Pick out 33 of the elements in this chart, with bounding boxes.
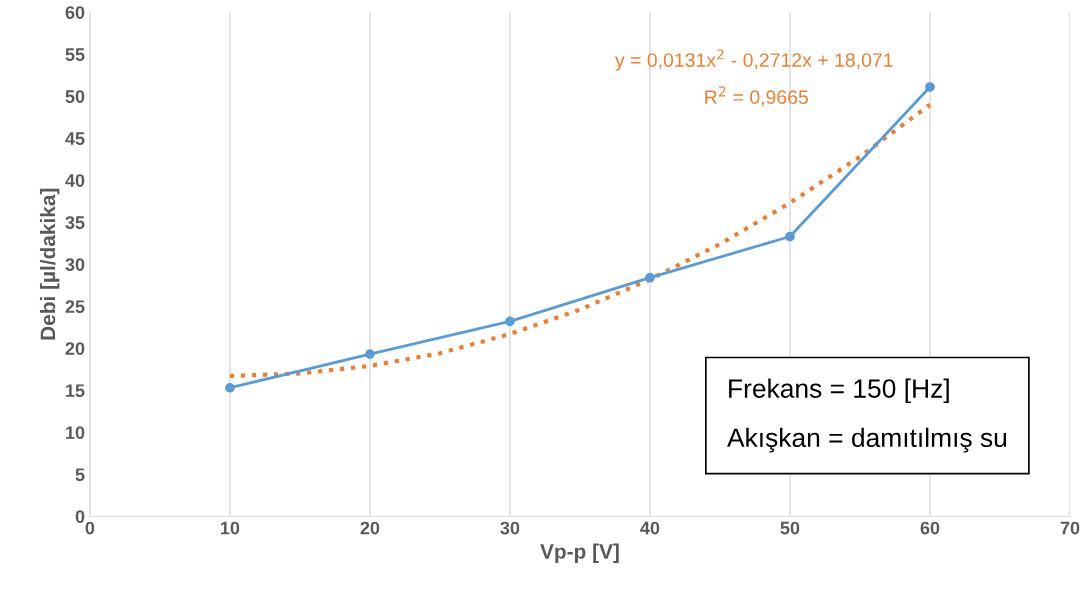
y-tick-label: 60 bbox=[65, 6, 85, 19]
annotation: y = 0,0131x$^{2}$ - 0,2712x + 18,071 bbox=[614, 49, 893, 71]
x-tick-label: 40 bbox=[640, 521, 660, 535]
annotation: Akışkan = damıtılmış su bbox=[727, 427, 1007, 453]
x-tick-label: 30 bbox=[500, 521, 520, 535]
y-tick-label: 20 bbox=[65, 342, 85, 355]
y-tick-label: 15 bbox=[66, 384, 85, 397]
y-tick-label: 5 bbox=[75, 468, 85, 482]
x-tick-label: 0 bbox=[85, 521, 95, 535]
point bbox=[505, 316, 515, 327]
x-tick-label: 20 bbox=[360, 521, 380, 535]
point bbox=[785, 231, 795, 242]
x-axis-title: Vp-p [V] bbox=[540, 543, 619, 563]
point bbox=[365, 349, 375, 360]
x-tick-label: 10 bbox=[221, 521, 240, 535]
y-tick-label: 50 bbox=[65, 90, 85, 103]
y-tick-label: 45 bbox=[65, 132, 85, 145]
x-tick-label: 70 bbox=[1060, 521, 1080, 535]
y-tick-label: 35 bbox=[65, 216, 85, 229]
y-tick-label: 55 bbox=[65, 48, 85, 61]
annotation: Frekans = 150 [Hz] bbox=[729, 378, 949, 404]
y-tick-label: 40 bbox=[65, 174, 85, 187]
point bbox=[225, 382, 235, 393]
y-axis-title: Debi [µl/dakika] bbox=[39, 188, 60, 340]
y-tick-label: 10 bbox=[66, 426, 85, 439]
point bbox=[925, 82, 935, 92]
y-tick-label: 30 bbox=[65, 258, 85, 271]
point bbox=[645, 272, 655, 283]
y-tick-label: 25 bbox=[65, 300, 85, 313]
annotation: R$^{2}$ = 0,9665 bbox=[705, 86, 809, 107]
y-tick-label: 0 bbox=[75, 510, 85, 524]
x-tick-label: 60 bbox=[920, 521, 940, 535]
x-tick-label: 50 bbox=[780, 521, 800, 535]
